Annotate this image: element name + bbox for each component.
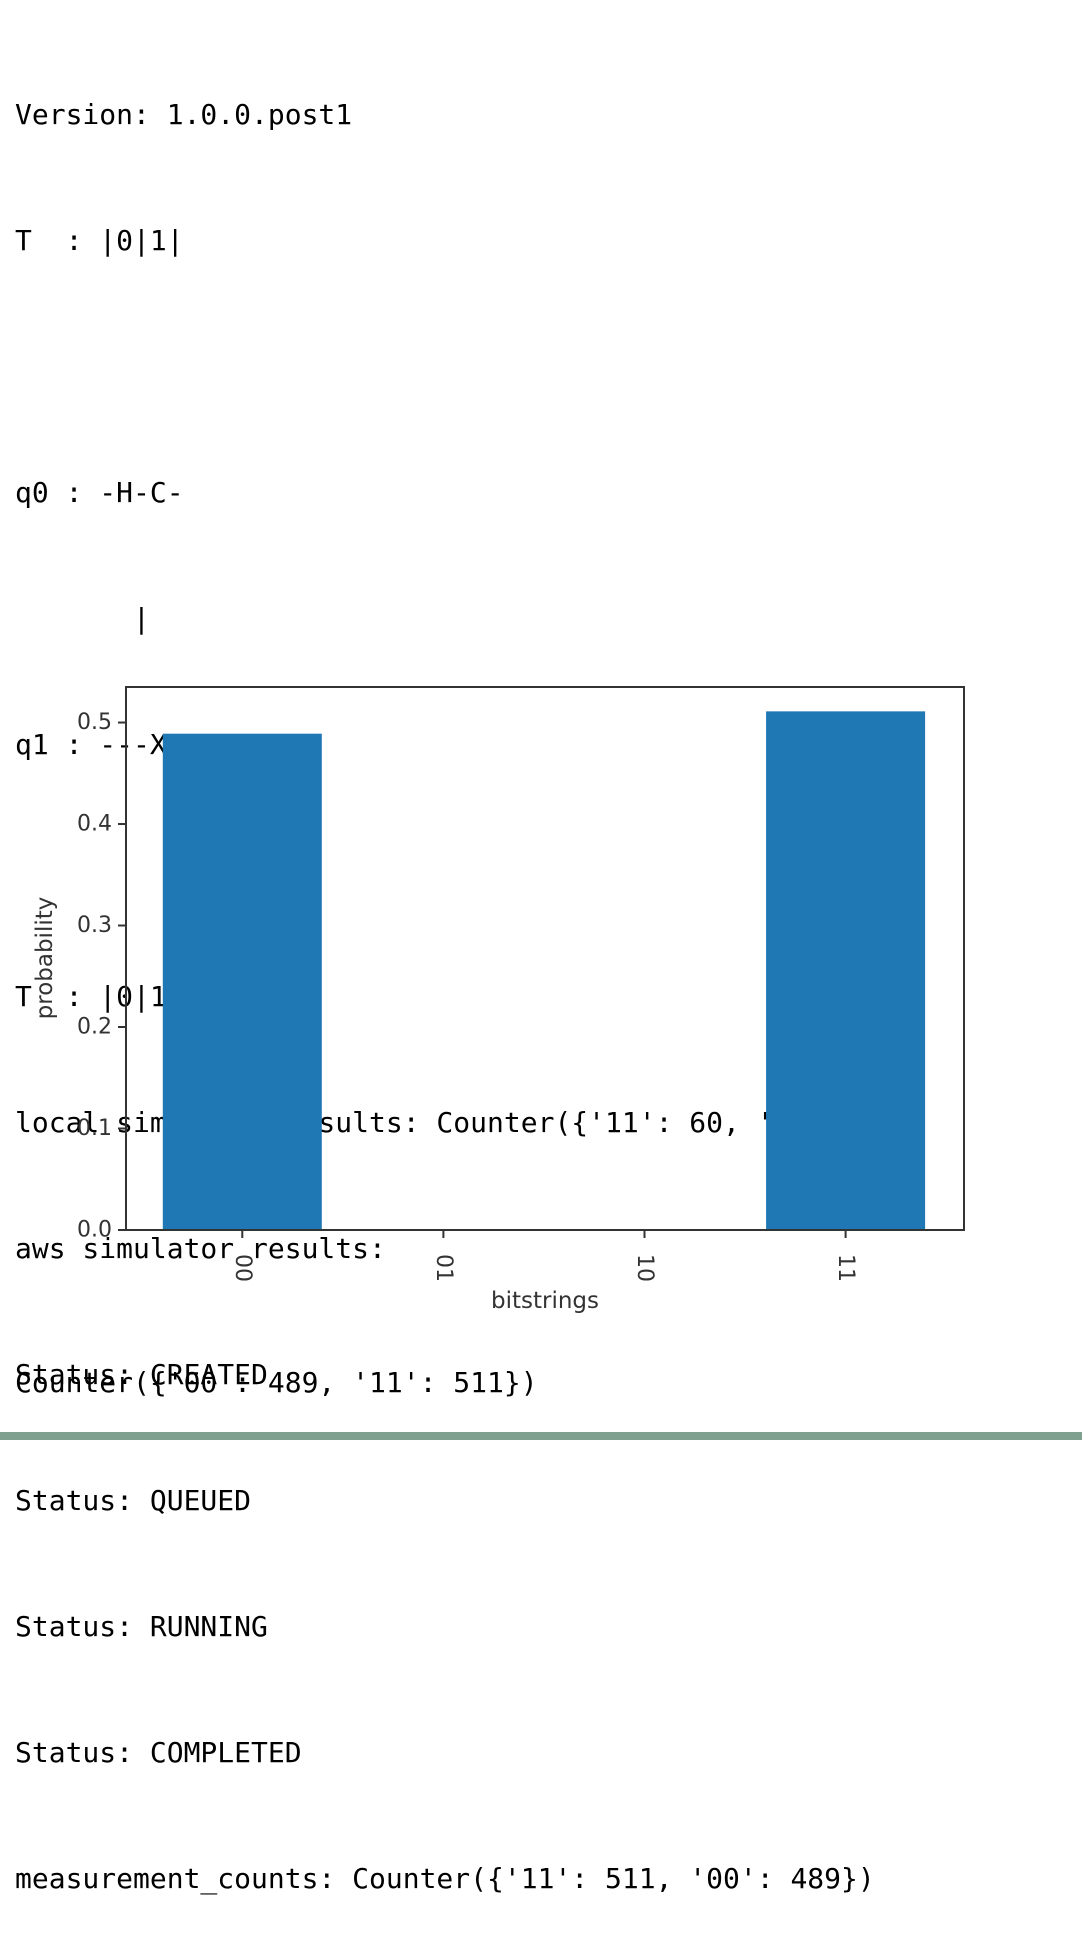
measurement-counts: measurement_counts: Counter({'11': 511, … bbox=[15, 1862, 875, 1895]
circuit-q0-line: q0 : -H-C- bbox=[15, 476, 184, 509]
x-tick-label: 11 bbox=[833, 1254, 858, 1282]
x-tick-label: 01 bbox=[431, 1254, 456, 1282]
histogram-chart: 0.0 0.1 0.2 0.3 0.4 0.5 00 01 10 11 bitstrings p… bbox=[32, 686, 965, 1314]
final-counter-output: Counter({'00': 489, '11': 511}) bbox=[15, 1366, 538, 1399]
y-tick-label: 0.0 bbox=[77, 1218, 112, 1243]
histogram-figure: 0.0 0.1 0.2 0.3 0.4 0.5 00 01 10 11 bitstrings p… bbox=[0, 660, 1082, 1330]
y-tick-label: 0.5 bbox=[77, 710, 112, 735]
y-axis-ticks: 0.0 0.1 0.2 0.3 0.4 0.5 bbox=[77, 710, 126, 1243]
blank-line bbox=[15, 346, 1075, 388]
x-tick-label: 00 bbox=[230, 1254, 255, 1282]
x-axis-ticks: 00 01 10 11 bbox=[230, 1230, 858, 1282]
status-completed: Status: COMPLETED bbox=[15, 1736, 302, 1769]
bars-group bbox=[162, 711, 926, 1230]
x-tick-label: 10 bbox=[632, 1254, 657, 1282]
bar-11 bbox=[766, 711, 926, 1230]
x-axis-label: bitstrings bbox=[491, 1288, 599, 1314]
status-queued: Status: QUEUED bbox=[15, 1484, 252, 1517]
y-tick-label: 0.2 bbox=[77, 1015, 112, 1040]
y-tick-label: 0.4 bbox=[77, 812, 112, 837]
y-tick-label: 0.1 bbox=[77, 1116, 112, 1141]
plot-frame bbox=[125, 686, 965, 1231]
circuit-time-header: T : |0|1| bbox=[15, 224, 184, 257]
status-created: Status: CREATED bbox=[15, 1358, 268, 1391]
y-axis-label: probability bbox=[32, 897, 58, 1020]
bar-00 bbox=[162, 733, 322, 1230]
status-running: Status: RUNNING bbox=[15, 1610, 268, 1643]
cell-bottom-border bbox=[0, 1432, 1082, 1440]
circuit-control-line: | bbox=[15, 602, 150, 635]
version-line: Version: 1.0.0.post1 bbox=[15, 98, 353, 131]
aws-simulator-results-label: aws simulator results: bbox=[15, 1232, 386, 1265]
y-tick-label: 0.3 bbox=[77, 913, 112, 938]
